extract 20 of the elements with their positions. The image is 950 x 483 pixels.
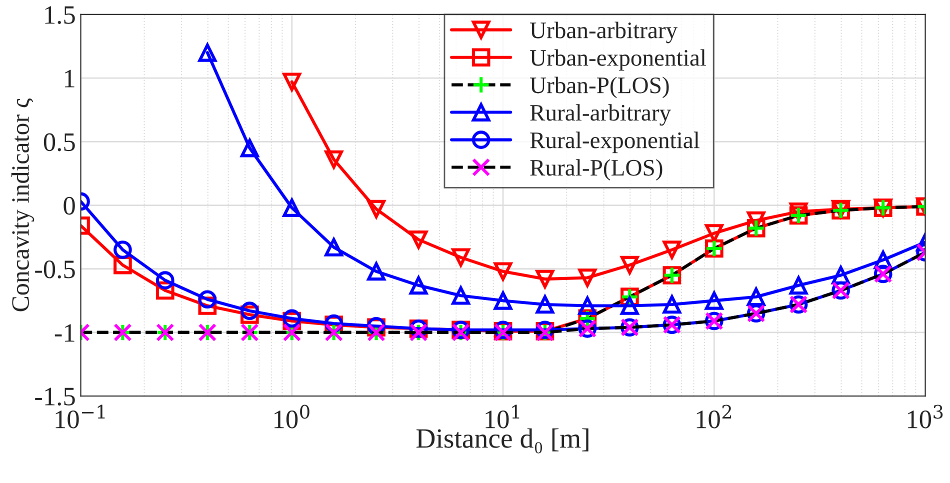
x-tick-label: 10$^{3}$ xyxy=(908,404,943,428)
legend-label: Urban-P(LOS) xyxy=(530,76,669,98)
legend-label: Rural-P(LOS) xyxy=(530,159,662,181)
legend-label: Rural-exponential xyxy=(530,132,700,154)
x-tick-label: 10$^{2}$ xyxy=(696,404,732,428)
y-tick-label: 1.5 xyxy=(45,6,75,24)
legend-label: Urban-arbitrary xyxy=(530,22,678,44)
y-tick-label: -0.5 xyxy=(35,260,75,278)
y-tick-label: 0 xyxy=(64,196,75,215)
y-tick-label: 0.5 xyxy=(44,133,75,152)
x-tick-label: 10$^{1}$ xyxy=(486,404,520,428)
legend-label: Urban-exponential xyxy=(530,49,706,71)
y-tick-label: -1 xyxy=(54,324,74,342)
x-tick-label: 10$^{−1}$ xyxy=(56,404,105,428)
x-tick-label: 10$^{0}$ xyxy=(274,404,310,428)
legend-label: Rural-arbitrary xyxy=(530,104,671,126)
y-tick-label: -1.5 xyxy=(35,388,75,406)
x-axis-title: Distance d₀ [m] xyxy=(416,428,588,454)
y-tick-label: 1 xyxy=(65,70,74,88)
y-axis-title: Concavity indicator ς xyxy=(11,98,34,312)
